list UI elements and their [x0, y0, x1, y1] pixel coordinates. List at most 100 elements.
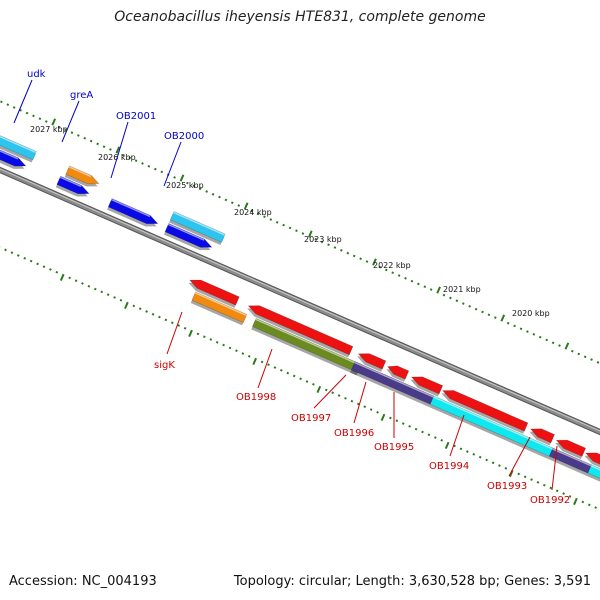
outer-tick	[526, 330, 529, 333]
inner-tick	[459, 447, 463, 451]
inner-tick	[363, 405, 367, 409]
inner-tick	[395, 419, 399, 423]
outer-tick	[410, 279, 414, 283]
genome-backbone	[0, 166, 600, 436]
gene-ob2000-cds-highlight	[173, 211, 226, 236]
outer-tick	[340, 249, 343, 252]
outer-tick	[288, 226, 292, 230]
inner-tick	[215, 340, 219, 344]
outer-tick	[506, 321, 510, 325]
inner-tick	[305, 380, 309, 383]
outer-tick	[474, 307, 478, 311]
gene-ob2000-body-highlight	[167, 223, 205, 241]
outer-tick	[468, 305, 472, 308]
backbone-line	[0, 167, 600, 435]
outer-tick	[237, 204, 241, 207]
inner-tick	[55, 270, 59, 274]
inner-tick	[4, 248, 7, 252]
outer-tick	[179, 174, 185, 182]
outer-tick	[102, 145, 106, 148]
inner-tick	[100, 290, 104, 294]
outer-tick	[571, 349, 574, 353]
gene-grea-cds-highlight	[68, 166, 92, 178]
pointer-line	[13, 79, 33, 124]
gene-features	[0, 135, 600, 482]
outer-tick	[250, 209, 253, 213]
outer-tick	[134, 159, 138, 163]
label-pointers	[13, 79, 558, 491]
inner-tick	[132, 304, 136, 308]
inner-tick	[555, 489, 559, 493]
outer-tick	[423, 285, 427, 289]
outer-tick	[263, 215, 266, 219]
gene-grea-body-highlight	[59, 176, 82, 188]
outer-tick	[77, 134, 80, 137]
gene-ob1991-body	[585, 452, 600, 465]
scale-label: 2023 kbp	[304, 235, 342, 244]
inner-tick	[188, 329, 193, 338]
inner-tick	[543, 483, 546, 487]
inner-tick	[145, 310, 148, 313]
outer-tick	[429, 288, 433, 291]
pointer-line	[353, 381, 367, 424]
inner-tick	[380, 413, 386, 422]
gene-label: OB2001	[116, 111, 156, 122]
outer-tick	[141, 162, 144, 165]
gene-label: OB1997	[291, 413, 331, 424]
outer-tick	[160, 170, 164, 174]
outer-tick	[96, 142, 99, 146]
outer-tick	[519, 327, 523, 331]
inner-tick	[299, 377, 302, 381]
inner-tick	[466, 450, 469, 453]
scale-label: 2025 kbp	[166, 181, 204, 190]
outer-tick	[231, 201, 234, 205]
inner-tick	[124, 301, 129, 309]
outer-tick	[538, 335, 542, 339]
inner-tick	[549, 486, 553, 490]
outer-tick	[532, 333, 536, 336]
gene-ob1993-cds-highlight	[552, 448, 592, 467]
inner-tick	[414, 427, 418, 431]
outer-tick	[577, 352, 581, 356]
inner-tick	[260, 360, 264, 364]
gene-label: OB1996	[334, 428, 374, 439]
outer-tick	[359, 257, 362, 261]
inner-tick	[59, 273, 65, 281]
inner-tick	[444, 441, 450, 450]
inner-tick	[485, 458, 488, 462]
outer-tick	[64, 128, 67, 132]
outer-tick	[89, 139, 93, 143]
outer-tick	[404, 277, 407, 280]
inner-tick	[369, 408, 373, 411]
outer-tick	[269, 218, 273, 221]
inner-tick	[472, 453, 476, 456]
inner-tick	[581, 500, 585, 504]
gene-sigk-body	[189, 279, 240, 306]
outer-tick	[154, 167, 157, 171]
gene-label: OB1994	[429, 461, 469, 472]
pointer-line	[257, 348, 273, 389]
inner-tick	[530, 478, 533, 481]
outer-tick	[417, 282, 420, 286]
outer-tick	[314, 237, 318, 241]
inner-tick	[42, 265, 46, 268]
inner-tick	[273, 366, 277, 369]
outer-tick	[25, 111, 29, 115]
inner-tick	[453, 444, 456, 448]
outer-tick	[147, 164, 151, 168]
outer-tick	[173, 176, 176, 179]
outer-tick	[128, 156, 132, 160]
inner-tick	[594, 506, 597, 509]
scale-label: 2020 kbp	[512, 309, 550, 318]
outer-tick	[513, 324, 516, 328]
inner-tick	[138, 307, 142, 311]
inner-tick	[17, 254, 20, 257]
inner-tick	[247, 355, 251, 358]
inner-tick	[523, 475, 527, 479]
outer-tick	[384, 268, 388, 272]
outer-tick	[397, 274, 401, 277]
inner-tick	[421, 430, 424, 434]
pointer-line	[508, 436, 531, 477]
inner-tick	[196, 332, 200, 336]
inner-tick	[440, 439, 444, 442]
